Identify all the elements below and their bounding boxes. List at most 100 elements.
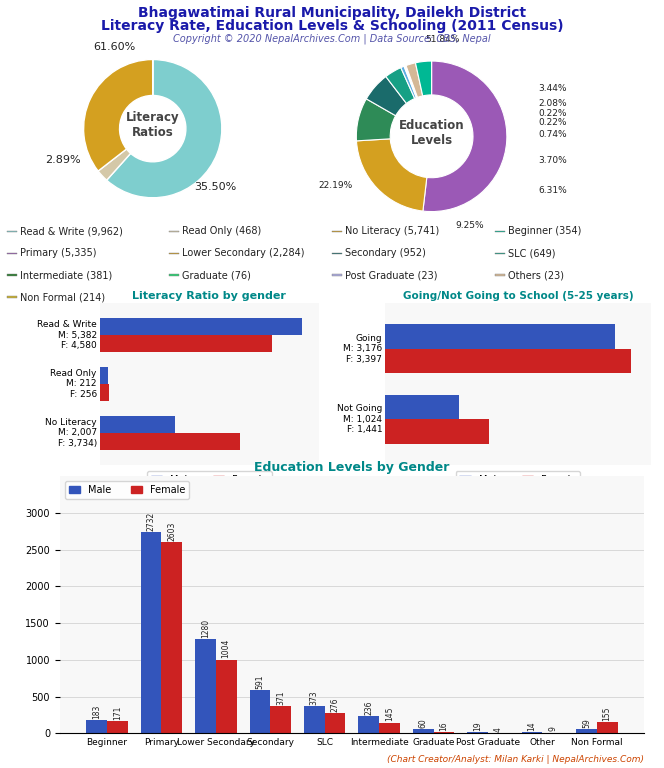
Bar: [100, 335, 272, 353]
Text: 591: 591: [256, 674, 264, 689]
Wedge shape: [357, 139, 427, 211]
Text: 6.31%: 6.31%: [539, 186, 567, 195]
Text: Copyright © 2020 NepalArchives.Com | Data Source: CBS, Nepal: Copyright © 2020 NepalArchives.Com | Dat…: [173, 33, 491, 44]
Wedge shape: [405, 65, 418, 98]
Wedge shape: [367, 77, 406, 116]
Text: Intermediate (381): Intermediate (381): [19, 270, 112, 280]
Bar: [434, 732, 454, 733]
Text: 35.50%: 35.50%: [194, 182, 236, 193]
Wedge shape: [423, 61, 507, 211]
Wedge shape: [357, 99, 396, 141]
Text: 183: 183: [92, 704, 101, 719]
Text: 9: 9: [548, 727, 557, 731]
Text: 2732: 2732: [147, 511, 155, 531]
Text: Literacy Rate, Education Levels & Schooling (2011 Census): Literacy Rate, Education Levels & School…: [101, 19, 563, 33]
Text: Read Only (468): Read Only (468): [182, 227, 262, 237]
Text: 171: 171: [113, 705, 122, 720]
Bar: [304, 706, 325, 733]
Wedge shape: [107, 60, 222, 197]
Bar: [169, 230, 179, 232]
Text: Literacy
Ratios: Literacy Ratios: [126, 111, 179, 139]
Wedge shape: [404, 66, 417, 98]
Title: Going/Not Going to School (5-25 years): Going/Not Going to School (5-25 years): [402, 291, 633, 301]
Legend: Male, Female: Male, Female: [64, 481, 189, 498]
Bar: [7, 274, 17, 276]
Bar: [495, 274, 505, 276]
Text: 373: 373: [310, 690, 319, 705]
Bar: [379, 723, 400, 733]
Bar: [495, 253, 505, 254]
Text: 61.60%: 61.60%: [94, 42, 136, 52]
Text: 4: 4: [494, 727, 503, 732]
Text: 3.70%: 3.70%: [539, 156, 567, 165]
Bar: [7, 296, 17, 298]
Text: Post Graduate (23): Post Graduate (23): [345, 270, 438, 280]
Legend: Male, Female: Male, Female: [456, 471, 580, 488]
Text: 59: 59: [582, 718, 591, 728]
Text: 236: 236: [365, 700, 373, 715]
Bar: [161, 542, 182, 733]
Legend: Male, Female: Male, Female: [147, 471, 272, 488]
Text: 2.08%: 2.08%: [539, 99, 567, 108]
Wedge shape: [416, 61, 432, 96]
Text: (Chart Creator/Analyst: Milan Karki | NepalArchives.Com): (Chart Creator/Analyst: Milan Karki | Ne…: [387, 755, 644, 764]
Bar: [141, 532, 161, 733]
Text: Graduate (76): Graduate (76): [182, 270, 251, 280]
Bar: [332, 274, 342, 276]
Wedge shape: [98, 149, 131, 180]
Bar: [597, 722, 618, 733]
Text: 2.89%: 2.89%: [45, 154, 81, 165]
Bar: [385, 349, 631, 373]
Bar: [385, 419, 489, 444]
Text: Education
Levels: Education Levels: [399, 118, 464, 147]
Bar: [495, 230, 505, 232]
Bar: [216, 660, 236, 733]
Bar: [100, 318, 303, 335]
Wedge shape: [84, 60, 153, 171]
Title: Literacy Ratio by gender: Literacy Ratio by gender: [132, 291, 286, 301]
Bar: [100, 433, 240, 450]
Bar: [332, 230, 342, 232]
Bar: [270, 706, 291, 733]
Bar: [169, 274, 179, 276]
Text: SLC (649): SLC (649): [507, 248, 555, 258]
Bar: [325, 713, 345, 733]
Text: Lower Secondary (2,284): Lower Secondary (2,284): [182, 248, 305, 258]
Text: Beginner (354): Beginner (354): [507, 227, 581, 237]
Text: No Literacy (5,741): No Literacy (5,741): [345, 227, 439, 237]
Bar: [107, 721, 127, 733]
Text: 16: 16: [440, 721, 448, 731]
Bar: [100, 384, 110, 401]
Text: Secondary (952): Secondary (952): [345, 248, 426, 258]
Text: Read & Write (9,962): Read & Write (9,962): [19, 227, 122, 237]
Text: 155: 155: [603, 707, 612, 720]
Text: Primary (5,335): Primary (5,335): [19, 248, 96, 258]
Bar: [100, 367, 108, 384]
Bar: [385, 395, 459, 419]
Bar: [195, 639, 216, 733]
Text: 60: 60: [419, 718, 428, 728]
Bar: [359, 716, 379, 733]
Text: 3.44%: 3.44%: [539, 84, 567, 93]
Text: 51.84%: 51.84%: [426, 35, 460, 45]
Wedge shape: [406, 63, 423, 98]
Text: Bhagawatimai Rural Municipality, Dailekh District: Bhagawatimai Rural Municipality, Dailekh…: [138, 6, 526, 20]
Bar: [576, 729, 597, 733]
Text: 22.19%: 22.19%: [318, 180, 353, 190]
Text: 145: 145: [385, 707, 394, 721]
Text: 371: 371: [276, 690, 285, 705]
Text: 2603: 2603: [167, 521, 176, 541]
Bar: [332, 253, 342, 254]
Text: 1280: 1280: [201, 619, 210, 638]
Text: 0.22%: 0.22%: [539, 109, 567, 118]
Bar: [413, 729, 434, 733]
Wedge shape: [401, 66, 416, 98]
Bar: [250, 690, 270, 733]
Text: 9.25%: 9.25%: [455, 220, 483, 230]
Text: 1004: 1004: [222, 639, 230, 658]
Text: 0.74%: 0.74%: [539, 131, 567, 139]
Text: 19: 19: [473, 721, 482, 730]
Bar: [7, 230, 17, 232]
Text: 276: 276: [331, 697, 339, 712]
Bar: [100, 415, 175, 433]
